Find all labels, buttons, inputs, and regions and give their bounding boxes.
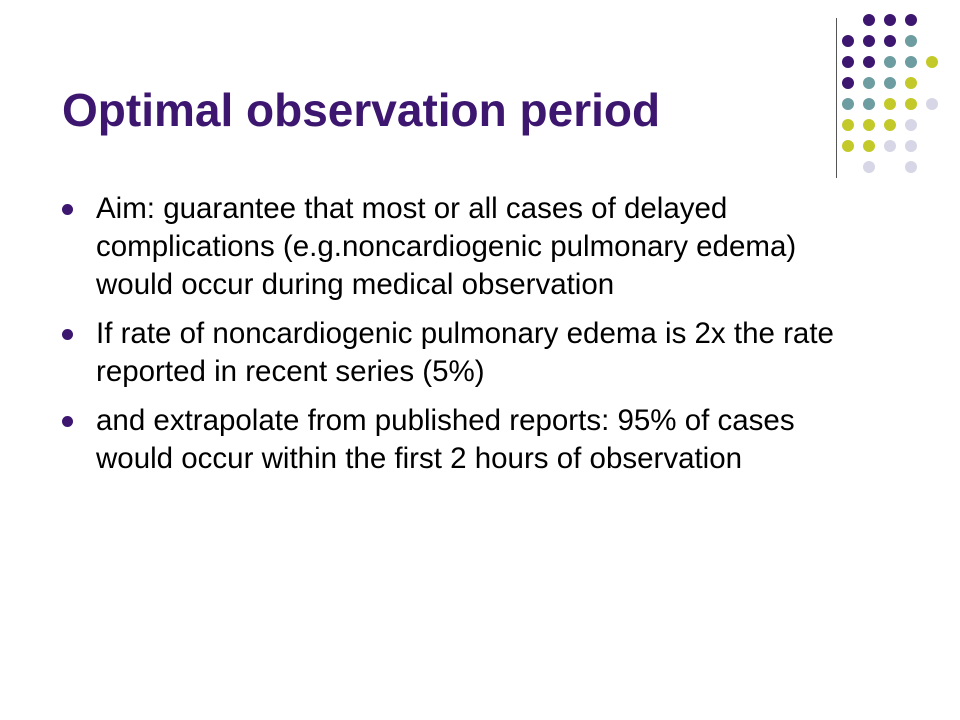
bullet-item: and extrapolate from published reports: … bbox=[62, 402, 862, 478]
decorative-dot-olive bbox=[884, 98, 896, 110]
decorative-dot-teal bbox=[884, 77, 896, 89]
decorative-dot-purple bbox=[863, 14, 875, 26]
bullet-dot-icon bbox=[62, 204, 73, 215]
decorative-dot-olive bbox=[842, 119, 854, 131]
decorative-dot-teal bbox=[863, 77, 875, 89]
slide-title: Optimal observation period bbox=[62, 84, 661, 136]
decorative-dot-olive bbox=[842, 140, 854, 152]
decorative-dot-teal bbox=[905, 35, 917, 47]
decorative-dot-lavender bbox=[926, 98, 938, 110]
bullet-dot-icon bbox=[62, 329, 73, 340]
decorative-dot-purple bbox=[884, 35, 896, 47]
decorative-dot-purple bbox=[842, 77, 854, 89]
decorative-dot-lavender bbox=[905, 161, 917, 173]
decorative-dot-grid bbox=[842, 14, 952, 173]
decorative-dot-lavender bbox=[884, 140, 896, 152]
bullet-text: Aim: guarantee that most or all cases of… bbox=[96, 192, 797, 301]
decorative-dot-olive bbox=[884, 119, 896, 131]
decorative-dot-purple bbox=[905, 14, 917, 26]
decorative-dot-teal bbox=[905, 56, 917, 68]
bullet-text: and extrapolate from published reports: … bbox=[96, 404, 795, 475]
decorative-dot-purple bbox=[842, 35, 854, 47]
bullet-text: If rate of noncardiogenic pulmonary edem… bbox=[96, 317, 834, 388]
decorative-dot-olive bbox=[926, 56, 938, 68]
decorative-dot-lavender bbox=[905, 140, 917, 152]
bullet-dot-icon bbox=[62, 416, 73, 427]
decorative-dot-teal bbox=[842, 98, 854, 110]
decorative-dot-purple bbox=[884, 14, 896, 26]
bullet-item: If rate of noncardiogenic pulmonary edem… bbox=[62, 315, 862, 391]
decorative-dot-olive bbox=[863, 119, 875, 131]
decorative-dot-teal bbox=[884, 56, 896, 68]
decorative-dot-olive bbox=[905, 98, 917, 110]
decorative-dot-olive bbox=[905, 77, 917, 89]
decorative-dot-lavender bbox=[905, 119, 917, 131]
decorative-dot-purple bbox=[842, 56, 854, 68]
decorative-dot-teal bbox=[863, 98, 875, 110]
decorative-dot-purple bbox=[863, 56, 875, 68]
decorative-dot-lavender bbox=[863, 161, 875, 173]
title-divider-line bbox=[836, 18, 837, 178]
decorative-dot-purple bbox=[863, 35, 875, 47]
bullet-item: Aim: guarantee that most or all cases of… bbox=[62, 190, 862, 304]
decorative-dot-olive bbox=[863, 140, 875, 152]
bullet-list: Aim: guarantee that most or all cases of… bbox=[62, 190, 862, 489]
